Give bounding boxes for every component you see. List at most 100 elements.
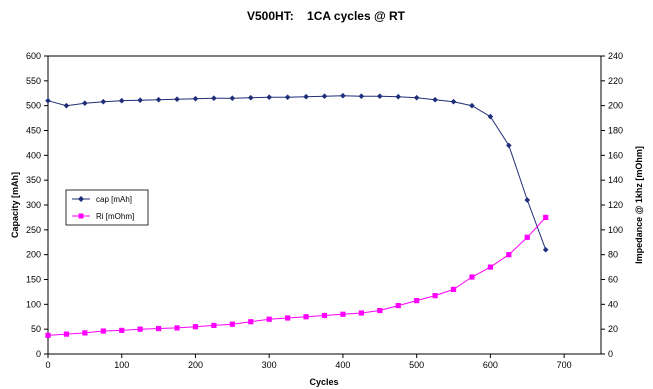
impedance-point xyxy=(137,326,143,332)
capacity-point xyxy=(45,97,51,104)
impedance-point xyxy=(119,327,125,334)
capacity-point xyxy=(358,93,365,100)
impedance-point xyxy=(450,286,457,293)
capacity-point xyxy=(340,92,346,99)
right-tick-label: 0 xyxy=(608,349,613,359)
left-axis-title: Capacity [mAh] xyxy=(10,172,20,238)
impedance-point xyxy=(377,307,383,314)
legend-marker-cap xyxy=(78,196,84,202)
x-axis-ticks: 0 100 200 300 400 500 600 700 xyxy=(45,354,572,370)
capacity-point xyxy=(321,93,328,100)
capacity-point xyxy=(137,97,143,104)
capacity-point xyxy=(100,98,107,105)
capacity-point xyxy=(524,197,531,203)
x-tick-label: 100 xyxy=(114,360,129,370)
series-layer xyxy=(45,92,549,338)
x-tick-label: 700 xyxy=(557,360,572,370)
right-tick-label: 220 xyxy=(608,76,623,86)
right-axis-ticks: 0 20 40 60 80 100 120 140 160 180 200 220 240 xyxy=(601,51,623,359)
capacity-point xyxy=(211,95,217,102)
impedance-point xyxy=(432,293,438,299)
left-tick-label: 100 xyxy=(26,299,41,309)
right-tick-label: 140 xyxy=(608,175,623,185)
chart-title: V500HT: 1CA cycles @ RT xyxy=(247,9,406,23)
right-tick-label: 60 xyxy=(608,275,618,285)
x-tick-label: 500 xyxy=(409,360,424,370)
impedance-point xyxy=(285,315,291,321)
impedance-point xyxy=(469,274,475,280)
capacity-point xyxy=(174,96,180,103)
legend-label-cap: cap [mAh] xyxy=(96,195,132,204)
capacity-point xyxy=(284,94,291,101)
impedance-point xyxy=(321,312,328,319)
capacity-point xyxy=(413,94,420,101)
right-tick-label: 200 xyxy=(608,101,623,111)
capacity-point xyxy=(487,113,494,120)
impedance-point xyxy=(303,314,309,320)
impedance-point xyxy=(156,325,162,332)
impedance-point xyxy=(248,319,254,325)
left-tick-label: 400 xyxy=(26,150,41,160)
left-tick-label: 550 xyxy=(26,76,41,86)
right-tick-label: 20 xyxy=(608,324,618,334)
capacity-point xyxy=(542,246,549,253)
capacity-point xyxy=(395,93,402,100)
left-tick-label: 350 xyxy=(26,175,41,185)
x-axis-title: Cycles xyxy=(309,377,338,387)
left-tick-label: 450 xyxy=(26,126,41,136)
right-tick-label: 120 xyxy=(608,200,623,210)
impedance-point xyxy=(63,331,70,337)
capacity-point xyxy=(82,100,88,106)
impedance-point xyxy=(395,302,401,309)
left-tick-label: 300 xyxy=(26,200,41,210)
impedance-point xyxy=(524,234,530,240)
impedance-point xyxy=(340,311,346,317)
impedance-point xyxy=(82,330,88,336)
x-tick-label: 600 xyxy=(483,360,498,370)
left-tick-label: 250 xyxy=(26,225,41,235)
capacity-point xyxy=(266,94,272,101)
capacity-point xyxy=(303,93,309,100)
capacity-point xyxy=(155,96,162,103)
right-tick-label: 240 xyxy=(608,51,623,61)
impedance-point xyxy=(506,252,512,258)
left-tick-label: 500 xyxy=(26,101,41,111)
impedance-point xyxy=(414,298,420,304)
right-tick-label: 100 xyxy=(608,225,623,235)
capacity-point xyxy=(247,94,254,101)
impedance-point xyxy=(487,264,493,270)
impedance-point xyxy=(266,316,272,322)
left-tick-label: 150 xyxy=(26,275,41,285)
capacity-point xyxy=(63,102,70,109)
impedance-point xyxy=(543,214,549,221)
impedance-point xyxy=(45,332,51,338)
capacity-point xyxy=(469,102,475,109)
legend: cap [mAh] Ri [mOhm] xyxy=(65,189,149,226)
right-tick-label: 40 xyxy=(608,299,618,309)
impedance-point xyxy=(211,322,217,329)
right-tick-label: 80 xyxy=(608,250,618,260)
series-line-impedance xyxy=(47,217,547,336)
capacity-point xyxy=(506,142,512,149)
right-tick-label: 160 xyxy=(608,150,623,160)
capacity-point xyxy=(450,98,457,105)
left-axis-ticks: 0 50 100 150 200 250 300 350 400 450 500 550 600 xyxy=(26,51,48,359)
left-tick-label: 0 xyxy=(36,349,41,359)
x-tick-label: 0 xyxy=(45,360,50,370)
impedance-point xyxy=(358,310,364,316)
right-tick-label: 180 xyxy=(608,126,623,136)
right-axis-title: Impedance @ 1khz [mOhm] xyxy=(634,146,644,264)
x-tick-label: 300 xyxy=(262,360,277,370)
series-line-capacity xyxy=(47,95,547,250)
impedance-point xyxy=(229,321,235,327)
left-tick-label: 200 xyxy=(26,250,41,260)
left-tick-label: 50 xyxy=(31,324,41,334)
x-tick-label: 200 xyxy=(188,360,203,370)
capacity-point xyxy=(192,95,199,102)
capacity-point xyxy=(377,93,383,100)
capacity-point xyxy=(118,97,125,104)
impedance-point xyxy=(174,325,180,331)
legend-label-ri: Ri [mOhm] xyxy=(96,212,134,221)
capacity-point xyxy=(432,96,438,103)
